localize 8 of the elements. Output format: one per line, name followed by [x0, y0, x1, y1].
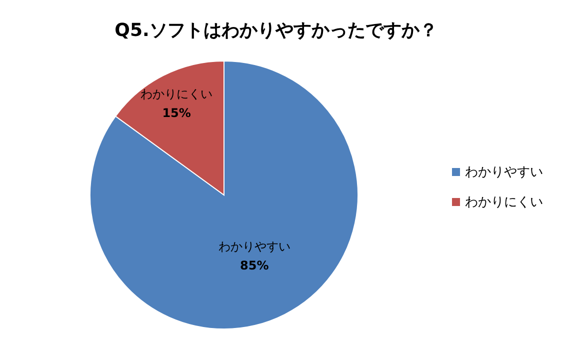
- legend-label: わかりやすい: [465, 165, 543, 180]
- data-label: 15%: [162, 106, 191, 120]
- data-label: 85%: [240, 258, 269, 273]
- chart-title: Q5.ソフトはわかりやすかったですか？: [114, 20, 438, 41]
- slice-label: わかりやすい: [218, 240, 290, 254]
- slice-label: わかりにくい: [140, 86, 213, 101]
- pie-slice: [90, 60, 358, 330]
- legend-label: わかりにくい: [465, 195, 543, 210]
